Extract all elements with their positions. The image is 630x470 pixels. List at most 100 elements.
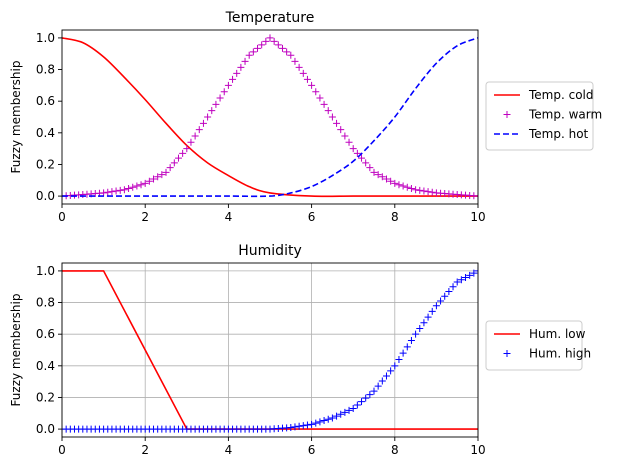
marker-temp-warm — [237, 63, 245, 71]
marker-hum-high — [320, 417, 328, 425]
marker-temp-warm — [287, 51, 295, 59]
marker-hum-high — [428, 307, 436, 315]
marker-temp-warm — [258, 41, 266, 49]
marker-temp-warm — [129, 183, 137, 191]
marker-hum-high — [366, 391, 374, 399]
marker-temp-warm — [353, 149, 361, 157]
axes-frame — [61, 262, 479, 438]
marker-hum-high — [295, 422, 303, 430]
marker-temp-warm — [312, 88, 320, 96]
marker-temp-warm — [204, 113, 212, 121]
marker-temp-warm — [183, 145, 191, 153]
marker-temp-warm — [420, 187, 428, 195]
y-tick-label: 1.0 — [36, 31, 55, 45]
y-tick-label: 0.2 — [36, 157, 55, 171]
marker-hum-high — [416, 324, 424, 332]
series-line-temp-hot — [62, 37, 478, 198]
marker-temp-warm — [229, 75, 237, 83]
marker-temp-warm — [241, 57, 249, 65]
marker-temp-warm — [299, 69, 307, 77]
marker-temp-warm — [412, 186, 420, 194]
marker-hum-high — [399, 349, 407, 357]
marker-hum-high — [362, 394, 370, 402]
marker-temp-warm — [407, 184, 415, 192]
marker-temp-warm — [328, 113, 336, 121]
marker-hum-high — [449, 283, 457, 291]
x-tick-label: 4 — [225, 443, 233, 457]
y-tick-label: 0.4 — [36, 126, 55, 140]
plot-area — [62, 263, 478, 437]
marker-hum-high — [353, 401, 361, 409]
y-tick-label: 0.8 — [36, 296, 55, 310]
marker-hum-high — [291, 423, 299, 431]
y-tick-label: 0.4 — [36, 359, 55, 373]
humidity-chart: 0 2 4 6 8 10 0.0 0.2 0.4 0.6 0.8 1.0 Humidity Fuzzy m… — [9, 243, 591, 457]
marker-temp-warm — [120, 186, 128, 194]
marker-hum-high — [474, 267, 478, 275]
chart-title: Humidity — [238, 243, 301, 259]
marker-temp-warm — [349, 145, 357, 153]
plot-area — [62, 30, 478, 204]
marker-temp-warm — [333, 119, 341, 127]
marker-temp-warm — [270, 37, 278, 45]
marker-temp-warm — [283, 48, 291, 56]
marker-hum-high — [287, 424, 295, 432]
marker-temp-warm — [166, 164, 174, 172]
x-tick-label: 10 — [470, 210, 485, 224]
marker-hum-high — [432, 302, 440, 310]
marker-temp-warm — [191, 132, 199, 140]
marker-temp-warm — [100, 189, 108, 197]
marker-temp-warm — [474, 192, 478, 200]
marker-temp-warm — [158, 171, 166, 179]
series-hum-high — [62, 267, 478, 433]
marker-hum-high — [387, 367, 395, 375]
marker-temp-warm — [416, 186, 424, 194]
marker-hum-high — [312, 419, 320, 427]
legend: Temp. cold Temp. warm Temp. hot — [485, 81, 602, 151]
marker-temp-warm — [324, 107, 332, 115]
marker-temp-warm — [424, 188, 432, 196]
axes-frame — [61, 29, 479, 205]
marker-hum-high — [445, 287, 453, 295]
marker-temp-warm — [378, 173, 386, 181]
legend-handle-hum-high — [503, 350, 511, 357]
marker-hum-high — [308, 420, 316, 428]
legend-handle-temp-warm — [503, 111, 511, 118]
marker-temp-warm — [104, 188, 112, 196]
marker-temp-warm — [174, 154, 182, 162]
marker-temp-warm — [295, 63, 303, 71]
marker-temp-warm — [341, 132, 349, 140]
y-tick-label: 1.0 — [36, 264, 55, 278]
marker-temp-warm — [395, 181, 403, 189]
marker-hum-high — [382, 372, 390, 380]
marker-hum-high — [349, 405, 357, 413]
marker-temp-warm — [308, 81, 316, 89]
marker-hum-high — [374, 382, 382, 390]
marker-hum-high — [437, 297, 445, 305]
marker-hum-high — [470, 269, 478, 277]
marker-temp-warm — [141, 179, 149, 187]
marker-temp-warm — [145, 177, 153, 185]
marker-hum-high — [324, 415, 332, 423]
marker-temp-warm — [387, 177, 395, 185]
series-line-hum-low — [62, 270, 478, 430]
chart-title: Temperature — [225, 10, 315, 26]
marker-temp-warm — [303, 75, 311, 83]
y-tick-label: 0.6 — [36, 327, 55, 341]
series-line-temp-cold — [62, 37, 478, 198]
marker-temp-warm — [382, 175, 390, 183]
marker-temp-warm — [320, 100, 328, 108]
legend-label-temp-cold: Temp. cold — [528, 88, 594, 102]
legend-label-hum-low: Hum. low — [529, 327, 586, 341]
marker-temp-warm — [266, 34, 274, 42]
x-tick-label: 10 — [470, 443, 485, 457]
marker-hum-high — [424, 313, 432, 321]
y-tick-label: 0.6 — [36, 94, 55, 108]
marker-hum-high — [358, 398, 366, 406]
marker-temp-warm — [170, 159, 178, 167]
marker-hum-high — [453, 278, 461, 286]
marker-hum-high — [391, 362, 399, 370]
x-tick-label: 6 — [308, 210, 316, 224]
x-tick-label: 2 — [141, 210, 149, 224]
marker-temp-warm — [274, 41, 282, 49]
